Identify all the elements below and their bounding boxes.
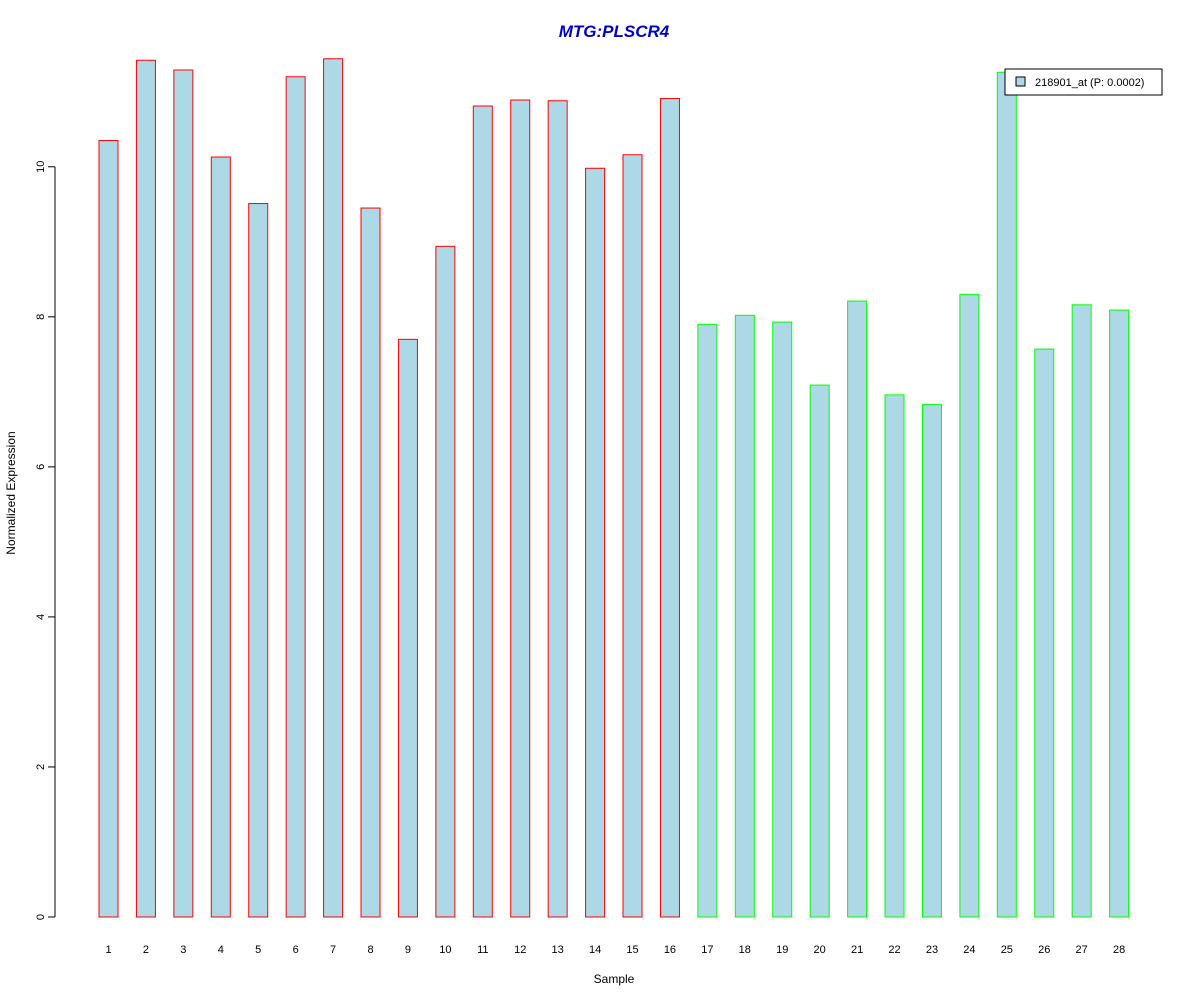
- y-tick-label: 10: [35, 161, 47, 173]
- bar-sample-16: [659, 98, 680, 918]
- x-tick-labels: 1 2 3 4 5 6 7 8 9 10 11 12 13 14 15 16 17 18 19 20 21 22 23 24 2…: [105, 944, 1125, 956]
- x-tick-label: 1: [105, 944, 111, 956]
- x-tick-label: 24: [963, 944, 975, 956]
- x-tick-label: 13: [552, 944, 564, 956]
- x-tick-label: 25: [1001, 944, 1013, 956]
- y-tick-label: 6: [35, 464, 47, 470]
- bar-sample-25: [996, 71, 1017, 918]
- x-tick-label: 23: [926, 944, 938, 956]
- bar-sample-4: [210, 156, 231, 918]
- bar-sample-17: [697, 323, 718, 918]
- bar-sample-7: [323, 58, 344, 918]
- legend-swatch: [1015, 76, 1026, 87]
- bar-sample-24: [959, 293, 980, 918]
- bar-sample-22: [884, 394, 905, 918]
- x-tick-label: 7: [330, 944, 336, 956]
- bar-sample-6: [285, 76, 306, 918]
- legend-box: [1004, 68, 1163, 96]
- x-tick-label: 4: [218, 944, 224, 956]
- y-axis-label: Normalized Expression: [4, 431, 18, 554]
- x-tick-label: 18: [739, 944, 751, 956]
- chart-title: MTG:PLSCR4: [559, 22, 670, 41]
- y-tick-label: 0: [35, 914, 47, 920]
- bar-sample-19: [772, 321, 793, 918]
- bar-sample-21: [847, 300, 868, 918]
- x-tick-label: 2: [143, 944, 149, 956]
- bar-sample-27: [1071, 304, 1092, 918]
- x-tick-label: 19: [776, 944, 788, 956]
- x-tick-label: 28: [1113, 944, 1125, 956]
- x-tick-label: 6: [293, 944, 299, 956]
- x-tick-label: 26: [1038, 944, 1050, 956]
- x-tick-label: 17: [701, 944, 713, 956]
- x-tick-label: 11: [477, 944, 488, 956]
- x-tick-label: 15: [626, 944, 638, 956]
- y-tick-label: 2: [35, 764, 47, 770]
- x-tick-label: 3: [180, 944, 186, 956]
- x-tick-label: 12: [514, 944, 526, 956]
- bars-group: [98, 58, 1130, 918]
- y-tick-label: 8: [35, 314, 47, 320]
- x-tick-label: 27: [1076, 944, 1088, 956]
- x-tick-label: 5: [255, 944, 261, 956]
- bar-sample-1: [98, 140, 119, 918]
- bar-sample-8: [360, 207, 381, 918]
- x-tick-label: 14: [589, 944, 601, 956]
- legend: 218901_at (P: 0.0002): [1004, 68, 1163, 96]
- bar-sample-18: [734, 314, 755, 918]
- bar-sample-5: [248, 203, 269, 918]
- x-tick-label: 22: [888, 944, 900, 956]
- y-tick-label: 4: [35, 614, 47, 620]
- bar-sample-13: [547, 100, 568, 918]
- bar-sample-12: [510, 99, 531, 918]
- x-tick-label: 20: [814, 944, 826, 956]
- bar-sample-14: [585, 167, 606, 918]
- bar-sample-2: [135, 59, 156, 918]
- x-tick-label: 21: [851, 944, 863, 956]
- x-axis-label: Sample: [594, 972, 635, 986]
- x-tick-label: 9: [405, 944, 411, 956]
- x-tick-label: 16: [664, 944, 676, 956]
- bar-sample-11: [472, 105, 493, 918]
- bar-sample-3: [173, 69, 194, 918]
- bar-sample-28: [1109, 309, 1130, 918]
- legend-label: 218901_at (P: 0.0002): [1035, 77, 1144, 89]
- y-axis: 0 2 4 6 8 10: [35, 161, 56, 920]
- x-tick-label: 10: [439, 944, 451, 956]
- bar-sample-10: [435, 245, 456, 918]
- bar-sample-20: [809, 384, 830, 918]
- bar-sample-23: [921, 404, 942, 918]
- bar-sample-15: [622, 154, 643, 918]
- bar-sample-9: [397, 338, 418, 918]
- x-tick-label: 8: [367, 944, 373, 956]
- bar-sample-26: [1034, 348, 1055, 918]
